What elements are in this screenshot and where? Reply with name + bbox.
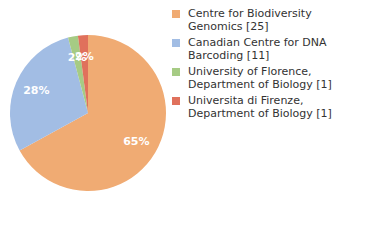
html-text:Canadian Centre for DNA Barcod: Canadian Centre for DNA Barcoding [11] — [188, 36, 327, 62]
html-text:University of Florence, Depart: University of Florence, Department of Bi… — [188, 65, 332, 91]
html-text:Universita di Firenze, Departm: Universita di Firenze, Department of Bio… — [188, 94, 332, 120]
svg-text:65%: 65% — [123, 135, 149, 148]
svg-text:2%: 2% — [75, 50, 94, 63]
html-text:Centre for Biodiversity Genomi: Centre for Biodiversity Genomics [25] — [188, 7, 312, 33]
svg-text:28%: 28% — [23, 84, 49, 97]
